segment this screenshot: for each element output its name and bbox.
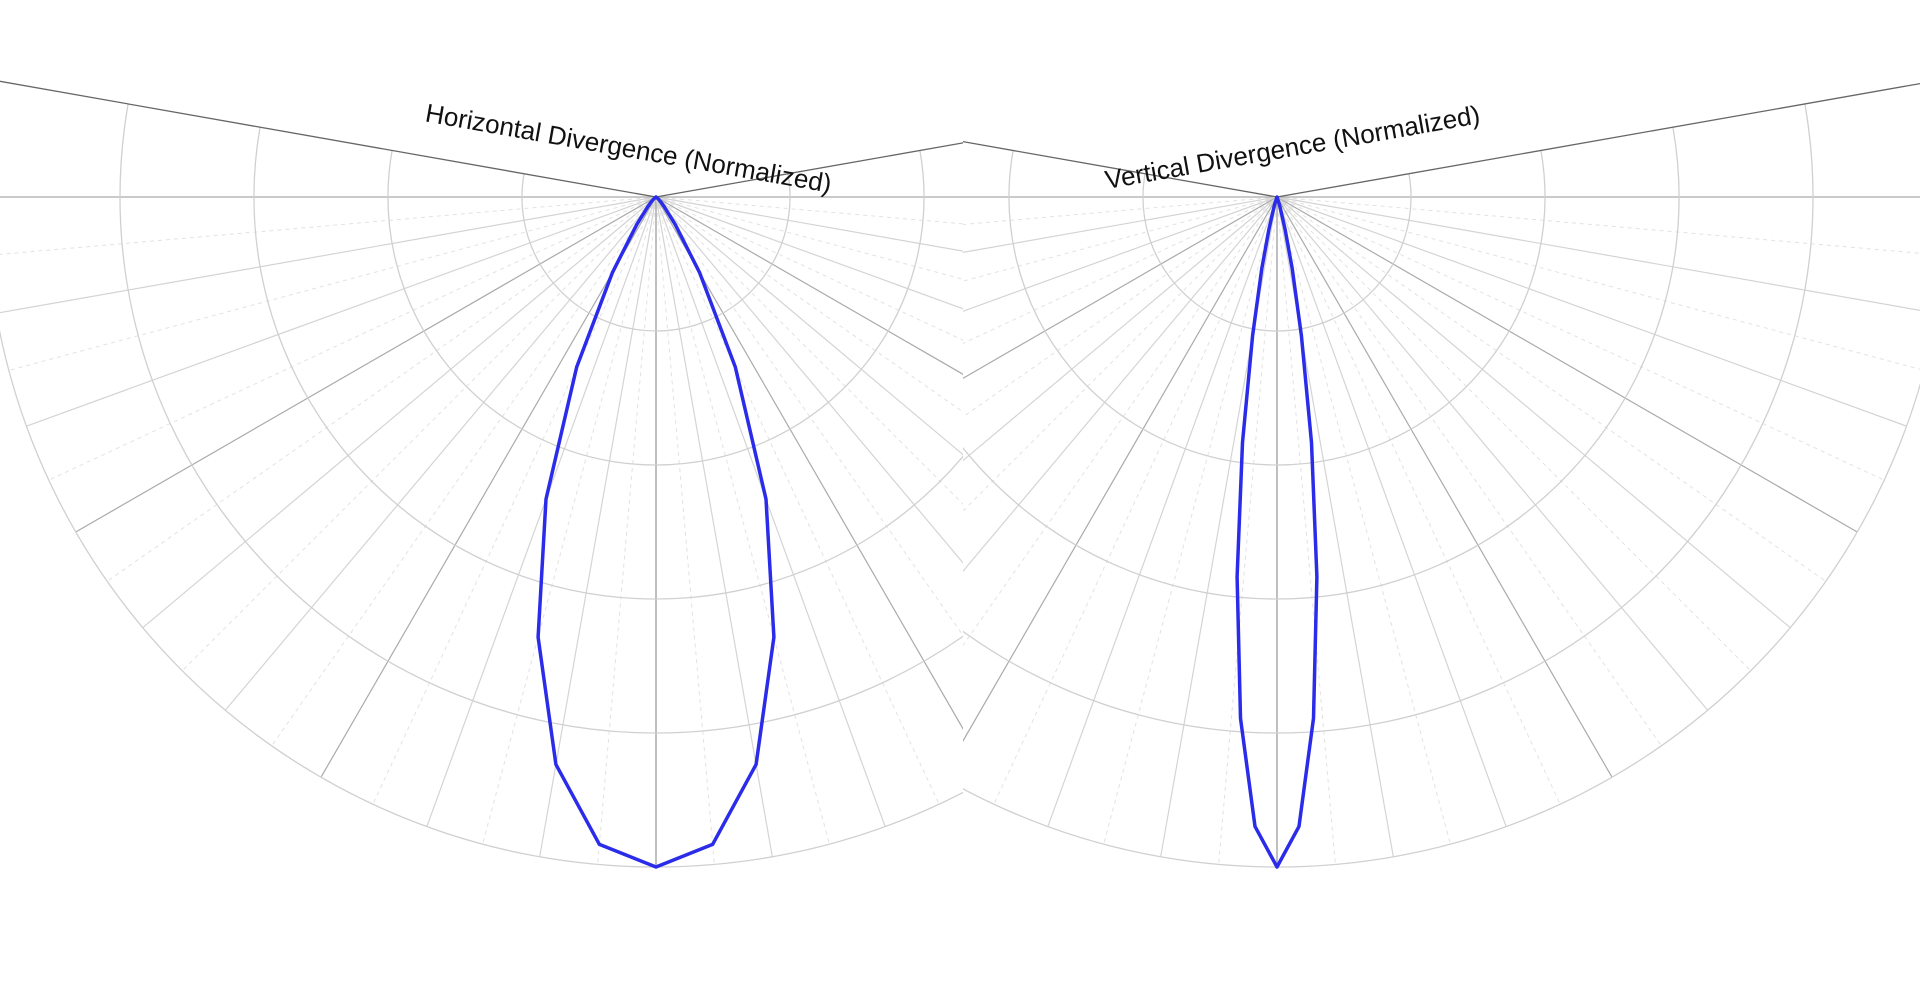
spoke [655, 196, 886, 827]
ring [253, 127, 963, 600]
spoke [1276, 196, 1858, 533]
spoke [426, 196, 657, 827]
ring [963, 103, 1814, 734]
ring [1142, 173, 1412, 332]
spoke [963, 196, 1278, 379]
ring [1008, 150, 1546, 466]
spoke [1276, 196, 1709, 711]
ring [387, 150, 925, 466]
minor-spoke [1103, 196, 1278, 845]
spoke [963, 196, 1278, 573]
spoke [1276, 196, 1791, 629]
minor-spoke [1276, 196, 1451, 845]
minor-spoke [1276, 196, 1920, 254]
minor-spoke [597, 196, 657, 865]
spoke [963, 196, 1278, 462]
polar-plot [963, 82, 1920, 869]
minor-spoke [1276, 196, 1885, 481]
spoke [320, 196, 657, 778]
ring [119, 103, 963, 734]
spoke [655, 196, 963, 456]
minor-spoke [963, 196, 1278, 344]
boundary [1276, 82, 1920, 198]
spoke [1276, 196, 1920, 311]
minor-spoke [48, 196, 657, 481]
minor-spoke [482, 196, 657, 845]
minor-spoke [655, 196, 963, 341]
beam-curve [536, 195, 776, 869]
spoke [539, 196, 657, 857]
spoke [963, 196, 1278, 743]
spoke [655, 196, 963, 252]
spoke [75, 196, 657, 533]
minor-spoke [655, 196, 940, 805]
spoke [0, 196, 657, 314]
minor-spoke [655, 196, 963, 225]
spoke [1276, 196, 1907, 427]
minor-spoke [1276, 196, 1920, 370]
minor-spoke [8, 196, 657, 371]
minor-spoke [0, 196, 657, 255]
boundary [963, 140, 1278, 198]
minor-spoke [993, 196, 1278, 805]
minor-spoke [372, 196, 657, 805]
minor-spoke [655, 196, 715, 865]
spoke [1276, 196, 1613, 778]
boundary [0, 80, 657, 198]
spoke [655, 196, 963, 730]
spoke [963, 196, 1278, 312]
beam-curve [1235, 195, 1319, 869]
spoke [655, 196, 963, 310]
spoke [1276, 196, 1507, 827]
spoke [26, 196, 657, 427]
spoke [1047, 196, 1278, 827]
spoke [655, 196, 963, 375]
spoke [655, 196, 963, 564]
minor-spoke [963, 196, 1278, 225]
minor-spoke [655, 196, 830, 845]
minor-spoke [1276, 196, 1561, 805]
polar-plot [0, 80, 963, 869]
chart-title: Horizontal Divergence (Normalized) [423, 98, 834, 199]
ring [963, 127, 1680, 600]
chart-title: Vertical Divergence (Normalized) [1103, 99, 1482, 195]
spoke [142, 196, 657, 629]
boundary [655, 142, 963, 198]
spoke [963, 196, 1278, 253]
ring [521, 173, 791, 332]
spoke [655, 196, 773, 857]
spoke [224, 196, 657, 711]
